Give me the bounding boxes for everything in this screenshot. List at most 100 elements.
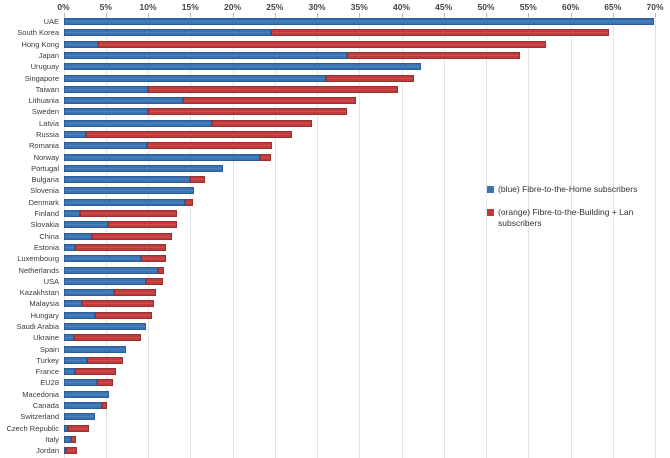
category-label: Spain xyxy=(39,344,59,354)
axis-tick-mark xyxy=(63,13,65,17)
x-tick-label: 10% xyxy=(139,2,157,12)
bar-segment-ftth xyxy=(63,435,72,443)
category-label: Turkey xyxy=(36,355,59,365)
gridline xyxy=(443,16,445,458)
bar-segment-fttb-lan xyxy=(146,277,164,285)
axis-tick-mark xyxy=(401,13,403,17)
bar-segment-fttb-lan xyxy=(101,402,108,409)
gridline xyxy=(232,16,234,458)
x-tick-label: 30% xyxy=(308,2,326,12)
bar-segment-ftth xyxy=(63,176,191,184)
bar-segment-ftth xyxy=(63,142,148,150)
bar-segment-fttb-lan xyxy=(182,97,356,105)
axis-tick-mark xyxy=(317,13,318,17)
bar-segment-fttb-lan xyxy=(108,221,177,229)
bar-segment-ftth xyxy=(63,390,110,398)
bar-segment-ftth xyxy=(63,221,109,229)
axis-tick-mark xyxy=(105,13,107,17)
legend-item: (orange) Fibre-to-the-Building + Lan sub… xyxy=(487,207,666,229)
bar-segment-fttb-lan xyxy=(158,266,164,274)
axis-tick-mark xyxy=(190,13,192,17)
bar-segment-fttb-lan xyxy=(74,243,166,251)
bar-segment-fttb-lan xyxy=(71,435,77,443)
legend-label: (orange) Fibre-to-the-Building + Lan sub… xyxy=(498,207,634,228)
category-label: Bulgaria xyxy=(31,175,59,185)
bar-segment-fttb-lan xyxy=(74,368,116,376)
axis-tick-mark xyxy=(232,13,234,17)
bar-segment-ftth xyxy=(63,108,148,116)
category-label: Portugal xyxy=(31,163,59,173)
gridline xyxy=(190,16,192,458)
x-tick-label: 55% xyxy=(519,2,537,12)
x-tick-label: 40% xyxy=(392,2,411,12)
category-label: Luxembourg xyxy=(17,254,59,264)
bar-segment-ftth xyxy=(63,164,224,172)
category-label: Jordan xyxy=(36,446,59,456)
bar-segment-ftth xyxy=(63,40,99,48)
category-label: Sweden xyxy=(31,107,59,117)
axis-tick-mark xyxy=(148,13,149,17)
category-label: Estonia xyxy=(33,242,59,252)
axis-tick-mark xyxy=(486,13,487,17)
gridline xyxy=(612,16,614,458)
axis-tick-mark xyxy=(570,13,572,17)
gridline xyxy=(274,16,276,458)
bar-segment-ftth xyxy=(63,74,327,82)
category-label: Macedonia xyxy=(22,389,59,399)
x-tick-label: 35% xyxy=(350,2,368,12)
bar-segment-ftth xyxy=(63,243,75,251)
category-label: Canada xyxy=(32,401,59,410)
bar-segment-fttb-lan xyxy=(96,379,113,387)
category-label: Japan xyxy=(38,51,59,60)
bar-segment-ftth xyxy=(63,413,95,421)
gridline xyxy=(317,16,318,458)
axis-tick-mark xyxy=(274,13,276,17)
category-label: Czech Republic xyxy=(6,423,59,433)
legend-item: (blue) Fibre-to-the-Home subscribers xyxy=(487,184,666,195)
bar-segment-ftth xyxy=(63,379,97,387)
bar-segment-ftth xyxy=(63,356,88,364)
axis-tick-mark xyxy=(359,13,361,17)
gridline xyxy=(401,16,403,458)
category-label: China xyxy=(39,231,59,241)
category-label: Hungary xyxy=(30,310,59,320)
legend-label: (blue) Fibre-to-the-Home subscribers xyxy=(498,184,638,194)
bar-segment-ftth xyxy=(63,232,93,240)
bar-segment-fttb-lan xyxy=(114,289,157,297)
bar-segment-ftth xyxy=(63,424,68,432)
legend-swatch xyxy=(487,186,494,193)
bar-segment-fttb-lan xyxy=(212,119,312,127)
category-label: Slovenia xyxy=(30,186,59,196)
category-label: UAE xyxy=(43,17,59,27)
bar-segment-fttb-lan xyxy=(270,29,609,37)
x-tick-label: 15% xyxy=(181,2,199,12)
x-tick-label: 25% xyxy=(266,2,284,12)
category-label: Russia xyxy=(36,130,59,139)
category-label: Ukraine xyxy=(33,333,59,343)
bar-segment-fttb-lan xyxy=(185,198,193,206)
category-label: Latvia xyxy=(38,118,59,128)
x-tick-label: 0% xyxy=(57,2,70,12)
x-tick-label: 70% xyxy=(646,2,664,12)
bar-segment-ftth xyxy=(63,187,194,195)
category-label: Kazakhstan xyxy=(19,288,59,298)
bar-segment-ftth xyxy=(63,289,115,297)
category-label: USA xyxy=(43,276,59,286)
bar-segment-fttb-lan xyxy=(259,153,271,161)
axis-tick-mark xyxy=(655,13,656,17)
bar-segment-fttb-lan xyxy=(80,210,177,217)
category-label: Uruguay xyxy=(30,62,59,72)
x-tick-label: 65% xyxy=(604,2,622,12)
gridline xyxy=(486,16,487,458)
category-label: Slovakia xyxy=(30,220,59,230)
bar-segment-fttb-lan xyxy=(347,52,520,59)
bar-segment-ftth xyxy=(63,63,421,71)
bar-segment-fttb-lan xyxy=(66,447,77,455)
gridline xyxy=(570,16,572,458)
bar-segment-ftth xyxy=(63,85,148,93)
bar-segment-ftth xyxy=(63,311,95,319)
bar-segment-ftth xyxy=(63,255,142,263)
bar-segment-fttb-lan xyxy=(147,142,273,150)
category-label: Norway xyxy=(33,152,59,162)
